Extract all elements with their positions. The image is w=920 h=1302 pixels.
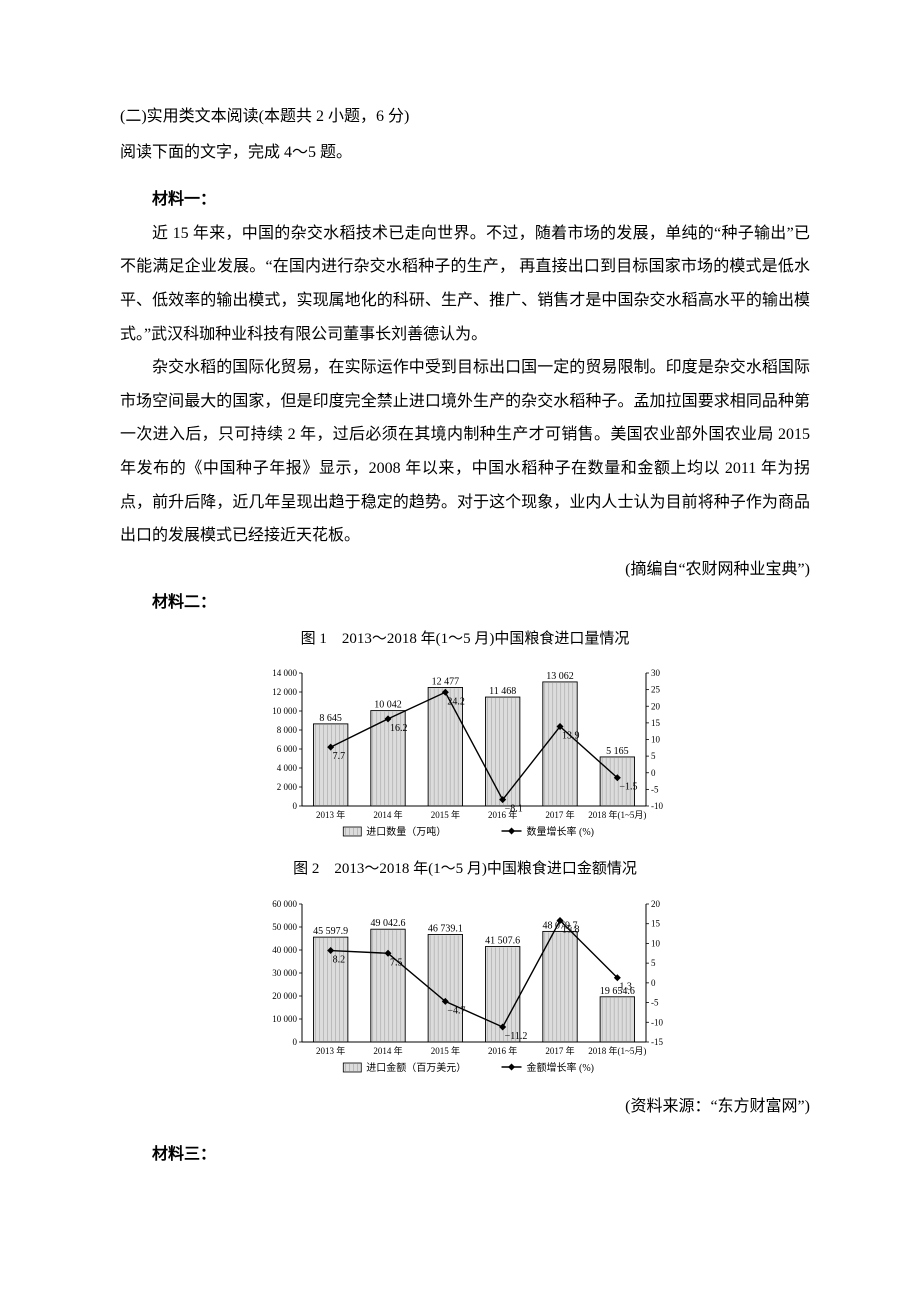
svg-text:5: 5 (651, 752, 656, 762)
svg-text:2013 年: 2013 年 (316, 809, 345, 820)
svg-text:8.2: 8.2 (333, 954, 346, 965)
svg-text:5: 5 (651, 958, 656, 968)
svg-text:45 597.9: 45 597.9 (313, 926, 348, 937)
svg-text:13.9: 13.9 (562, 731, 580, 742)
svg-text:4 000: 4 000 (277, 763, 298, 773)
svg-text:25: 25 (651, 685, 661, 695)
svg-text:10: 10 (651, 735, 661, 745)
svg-text:20: 20 (651, 899, 661, 909)
svg-text:12 477: 12 477 (432, 677, 460, 688)
svg-text:2 000: 2 000 (277, 782, 298, 792)
svg-text:进口数量（万吨）: 进口数量（万吨） (366, 825, 446, 838)
svg-text:2014 年: 2014 年 (373, 1045, 402, 1056)
svg-text:2015 年: 2015 年 (431, 1045, 460, 1056)
svg-text:20 000: 20 000 (272, 991, 297, 1001)
material3-label: 材料三： (120, 1138, 810, 1172)
material1-para1: 近 15 年来，中国的杂交水稻技术已走向世界。不过，随着市场的发展，单纯的“种子… (120, 217, 810, 351)
svg-text:15: 15 (651, 919, 661, 929)
svg-text:10 042: 10 042 (374, 700, 402, 711)
svg-text:金额增长率 (%): 金额增长率 (%) (527, 1061, 595, 1074)
svg-text:-5: -5 (651, 785, 659, 795)
svg-text:10 000: 10 000 (272, 1014, 297, 1024)
svg-text:40 000: 40 000 (272, 945, 297, 955)
svg-text:10 000: 10 000 (272, 706, 297, 716)
svg-text:2018 年(1~5月): 2018 年(1~5月) (588, 809, 646, 820)
svg-text:13 062: 13 062 (546, 671, 574, 682)
svg-text:16.2: 16.2 (390, 723, 408, 734)
svg-text:−11.2: −11.2 (505, 1031, 528, 1042)
section-heading: (二)实用类文本阅读(本题共 2 小题，6 分) (120, 100, 810, 134)
material1-label: 材料一： (120, 183, 810, 217)
svg-text:进口金额（百万美元）: 进口金额（百万美元） (366, 1061, 466, 1074)
material1-source: (摘编自“农财网种业宝典”) (120, 553, 810, 587)
svg-text:12 000: 12 000 (272, 687, 297, 697)
svg-text:11 468: 11 468 (489, 686, 516, 697)
material1-para2: 杂交水稻的国际化贸易，在实际运作中受到目标出口国一定的贸易限制。印度是杂交水稻国… (120, 351, 810, 553)
material2-source: (资料来源：“东方财富网”) (120, 1090, 810, 1124)
svg-text:49 042.6: 49 042.6 (371, 918, 406, 929)
document-page: (二)实用类文本阅读(本题共 2 小题，6 分) 阅读下面的文字，完成 4～5 … (0, 0, 920, 1231)
svg-text:2018 年(1~5月): 2018 年(1~5月) (588, 1045, 646, 1056)
svg-text:8 000: 8 000 (277, 725, 298, 735)
svg-text:6 000: 6 000 (277, 744, 298, 754)
svg-text:15: 15 (651, 718, 661, 728)
svg-text:5 165: 5 165 (606, 746, 629, 757)
svg-text:14 000: 14 000 (272, 668, 297, 678)
svg-text:2013 年: 2013 年 (316, 1045, 345, 1056)
svg-text:2017 年: 2017 年 (545, 809, 574, 820)
svg-text:0: 0 (293, 1037, 298, 1047)
svg-text:20: 20 (651, 702, 661, 712)
svg-text:10: 10 (651, 938, 661, 948)
svg-text:0: 0 (651, 768, 656, 778)
svg-text:2016 年: 2016 年 (488, 1045, 517, 1056)
svg-text:15.8: 15.8 (562, 924, 580, 935)
svg-text:60 000: 60 000 (272, 899, 297, 909)
svg-text:-10: -10 (651, 1017, 663, 1027)
svg-text:-10: -10 (651, 801, 663, 811)
svg-text:46 739.1: 46 739.1 (428, 923, 463, 934)
svg-text:2017 年: 2017 年 (545, 1045, 574, 1056)
svg-text:1.3: 1.3 (619, 982, 632, 993)
svg-text:−1.5: −1.5 (619, 782, 637, 793)
svg-text:7.7: 7.7 (333, 752, 346, 763)
svg-text:-15: -15 (651, 1037, 663, 1047)
svg-text:2016 年: 2016 年 (488, 809, 517, 820)
svg-text:41 507.6: 41 507.6 (485, 935, 520, 946)
svg-text:30: 30 (651, 668, 661, 678)
svg-text:数量增长率 (%): 数量增长率 (%) (527, 825, 595, 838)
chart2-title: 图 2 2013～2018 年(1～5 月)中国粮食进口金额情况 (120, 854, 810, 886)
chart1-title: 图 1 2013～2018 年(1～5 月)中国粮食进口量情况 (120, 624, 810, 656)
svg-text:0: 0 (293, 801, 298, 811)
svg-text:30 000: 30 000 (272, 968, 297, 978)
svg-text:8 645: 8 645 (319, 713, 342, 724)
svg-text:7.5: 7.5 (390, 957, 403, 968)
svg-text:0: 0 (651, 978, 656, 988)
chart2: 0 10 000 20 000 30 000 40 000 50 000 60 000 -15… (250, 892, 680, 1082)
svg-text:-5: -5 (651, 997, 659, 1007)
material2-label: 材料二： (120, 586, 810, 620)
svg-text:−4.7: −4.7 (447, 1005, 465, 1016)
chart1: 0 2 000 4 000 6 000 8 000 10 000 12 000 14 000 -… (250, 661, 680, 846)
svg-text:2014 年: 2014 年 (373, 809, 402, 820)
svg-text:50 000: 50 000 (272, 922, 297, 932)
svg-text:2015 年: 2015 年 (431, 809, 460, 820)
section-subhead: 阅读下面的文字，完成 4～5 题。 (120, 136, 810, 170)
svg-text:24.2: 24.2 (447, 697, 465, 708)
